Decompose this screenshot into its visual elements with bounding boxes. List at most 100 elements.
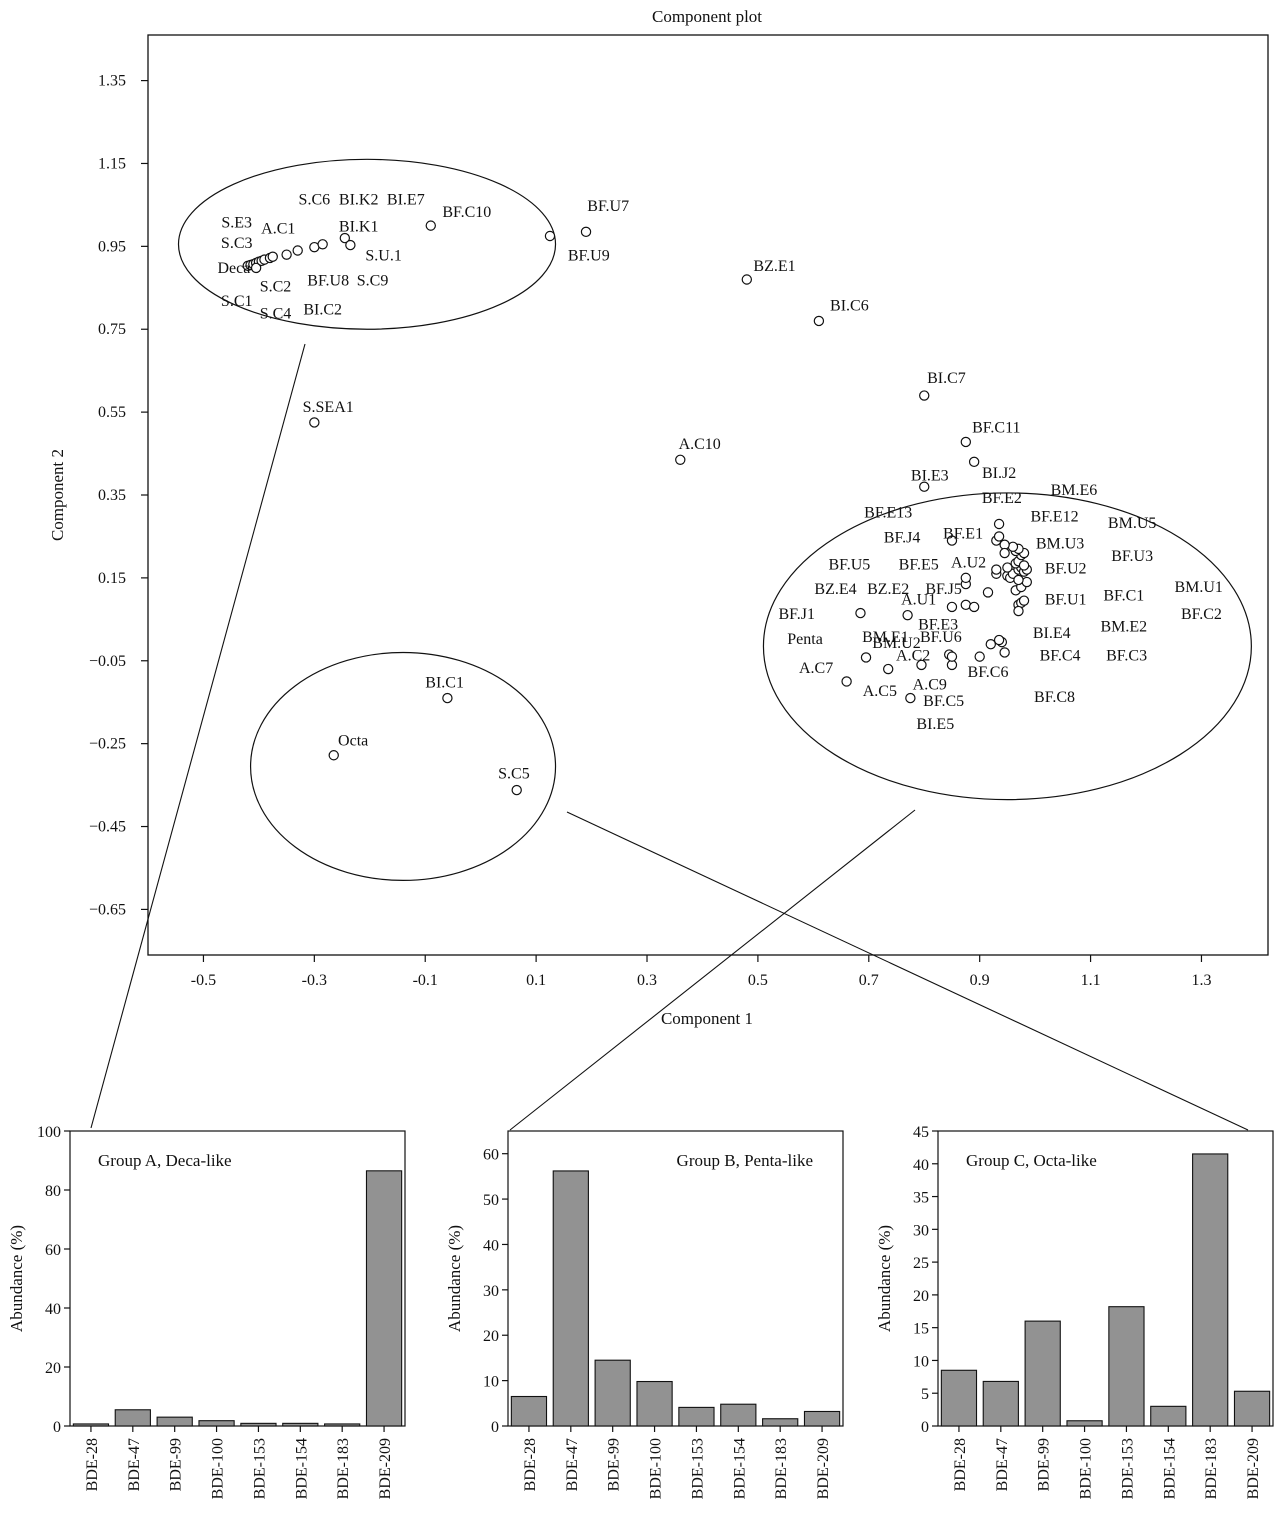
bar-y-tick-label: 80 [45, 1183, 61, 1200]
bar-y-tick-label: 35 [913, 1190, 929, 1207]
scatter-point-labels: S.C6 BI.K2 BI.E7 BF.C10 S.E3 A.C1 BI.K1 S.C3 Dec… [218, 192, 1223, 783]
scatter-point-label: BF.C1 [1103, 587, 1144, 604]
scatter-point [905, 692, 916, 704]
bar-x-tick-label: BDE-47 [564, 1438, 581, 1491]
scatter-point-label: BF.E2 [982, 490, 1022, 507]
scatter-point [339, 232, 351, 244]
bar-x-tick-label: BDE-28 [522, 1438, 539, 1491]
scatter-point [860, 652, 872, 663]
bar [1192, 1153, 1229, 1427]
scatter-point-label: A.C10 [679, 436, 721, 453]
scatter-point [1018, 560, 1030, 571]
bar [324, 1423, 361, 1427]
bar [72, 1423, 110, 1427]
scatter-point-label: BZ.E2 [867, 581, 909, 598]
scatter-point [946, 651, 958, 662]
bar-chart-frame [507, 1130, 844, 1427]
scatter-point-label: BM.U1 [1174, 579, 1222, 596]
bar-y-tick-label: 30 [483, 1283, 499, 1300]
scatter-point [1007, 541, 1019, 553]
group-ellipses [177, 158, 1252, 882]
scatter-point [309, 417, 320, 428]
scatter-point [317, 239, 328, 250]
scatter-point-label: A.C1 [261, 221, 295, 238]
bar-x-tick-label: BDE-154 [293, 1438, 310, 1499]
scatter-point-label: A.C5 [863, 683, 897, 700]
scatter-point-label: BF.J4 [884, 529, 921, 546]
scatter-point-label: Penta [787, 631, 823, 648]
bar-x-tick-label: BDE-100 [648, 1438, 665, 1499]
scatter-point [328, 750, 339, 761]
scatter-point-label: BZ.E4 [814, 581, 856, 598]
scatter-points [242, 220, 1033, 796]
scatter-point [993, 518, 1005, 530]
bar [982, 1380, 1019, 1427]
scatter-point-label: Octa [338, 733, 368, 750]
bar-x-tick-label: BDE-100 [1078, 1438, 1095, 1499]
scatter-point-label: A.C9 [913, 677, 947, 694]
bar-chart-frame [937, 1130, 1274, 1427]
scatter-point [1002, 562, 1013, 573]
scatter-y-tick-label: 0.95 [98, 238, 126, 255]
scatter-point [1013, 605, 1024, 617]
scatter-point-label: A.C2 [896, 648, 930, 665]
bar-y-tick-label: 20 [483, 1328, 499, 1345]
scatter-point-label: BI.E5 [916, 716, 954, 733]
scatter-point-label: S.SEA1 [303, 399, 354, 416]
bar [365, 1170, 403, 1427]
bar-y-axis-label: Abundance (%) [445, 1225, 464, 1332]
bar [1150, 1405, 1187, 1427]
bar-x-tick-label: BDE-47 [994, 1438, 1011, 1491]
scatter-point [425, 220, 436, 231]
bar [510, 1395, 548, 1427]
scatter-y-tick-label: −0.25 [89, 736, 126, 753]
bar-chart-group-c: 0 5 10 15 20 25 30 35 40 45 BDE-28 BDE-47 BDE-99 BDE-… [875, 1124, 1274, 1499]
scatter-point-label: BF.C5 [923, 693, 964, 710]
bar-y-tick-label: 100 [37, 1124, 61, 1141]
scatter-point-label: BI.C2 [303, 302, 342, 319]
bar-y-tick-label: 0 [921, 1419, 929, 1436]
scatter-point-label: BF.U8 [307, 273, 349, 290]
scatter-point-label: S.C6 [299, 192, 331, 209]
bar-x-tick-label: BDE-99 [1036, 1438, 1053, 1491]
scatter-point-label: BF.C3 [1106, 648, 1147, 665]
scatter-point-label: BM.E6 [1051, 482, 1098, 499]
bar [156, 1416, 193, 1427]
scatter-point-label: BF.E3 [918, 616, 958, 633]
bar-x-tick-label: BDE-209 [377, 1438, 394, 1499]
bar-y-axis-label: Abundance (%) [7, 1225, 26, 1332]
bar-y-tick-label: 20 [913, 1288, 929, 1305]
scatter-point-label: S.C3 [221, 235, 253, 252]
scatter-y-tick-label: −0.65 [89, 901, 126, 918]
bar-chart-group-a: 0 20 40 60 80 100 BDE-28 BDE-47 BDE-99 BDE-100 BDE… [7, 1124, 406, 1499]
scatter-point-label: BF.C10 [442, 204, 491, 221]
scatter-point [946, 601, 958, 613]
scatter-y-tick-label: 1.15 [98, 155, 126, 172]
bar-y-tick-label: 0 [491, 1419, 499, 1436]
scatter-point-label: BF.U6 [920, 629, 962, 646]
scatter-point-label: S.C5 [498, 766, 530, 783]
scatter-point [250, 262, 262, 274]
bar-x-tick-label: BDE-183 [773, 1438, 790, 1499]
bar-x-tick-label: BDE-153 [1119, 1438, 1136, 1499]
bar-x-tick-label: BDE-100 [210, 1438, 227, 1499]
scatter-y-tick-label: 0.55 [98, 404, 126, 421]
scatter-point-label: S.C4 [260, 306, 292, 323]
scatter-point [968, 601, 980, 613]
scatter-point-label: BI.C6 [830, 297, 869, 314]
scatter-x-tick-label: 0.3 [637, 972, 657, 989]
scatter-point [580, 226, 592, 238]
bar [114, 1409, 151, 1427]
scatter-point [841, 676, 852, 687]
scatter-point-label: BI.E7 [387, 192, 425, 209]
bar-y-tick-label: 10 [913, 1353, 929, 1370]
scatter-point-label: BI.C1 [425, 674, 464, 691]
scatter-point-label: A.U2 [951, 554, 986, 571]
scatter-point [281, 249, 292, 260]
bar-x-tick-label: BDE-183 [1203, 1438, 1220, 1499]
scatter-point-label: BM.U2 [872, 635, 920, 652]
scatter-point [946, 535, 958, 546]
scatter-point [813, 315, 825, 327]
scatter-point [292, 245, 303, 256]
